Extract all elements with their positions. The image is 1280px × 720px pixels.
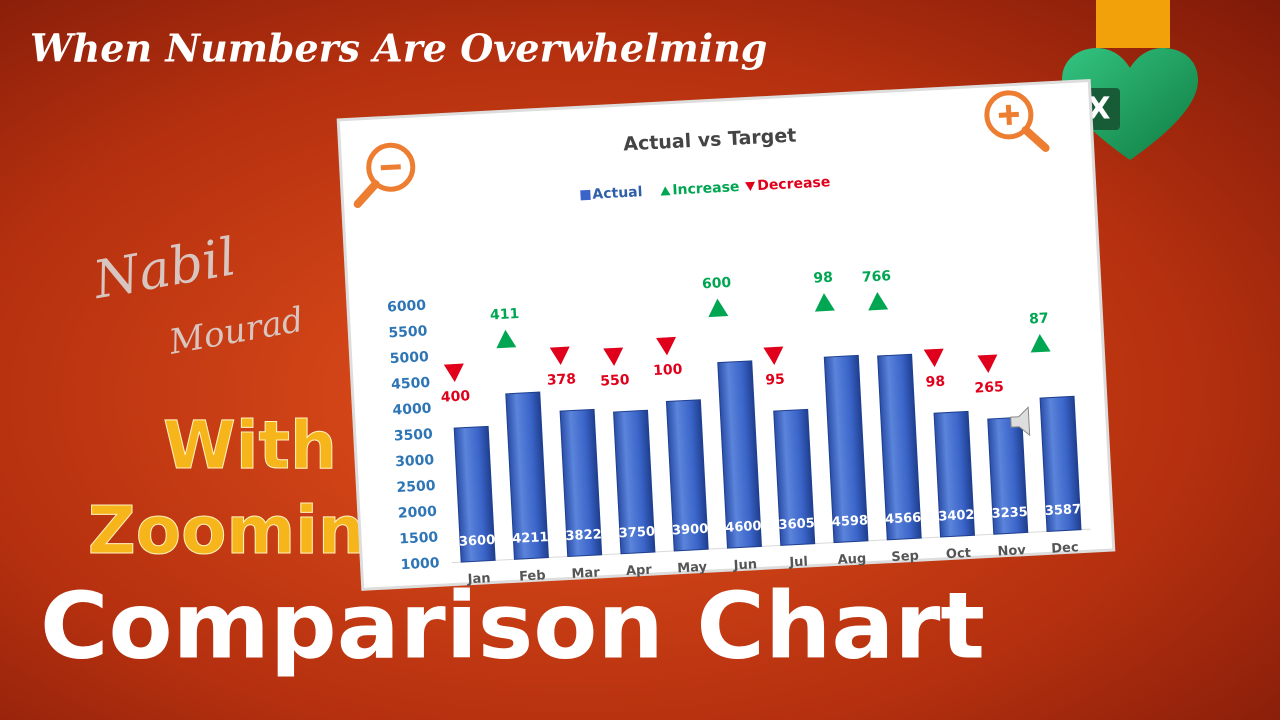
change-label: 265 (974, 379, 1004, 397)
x-tick-label: Nov (997, 543, 1027, 559)
bar-value-label: 3750 (618, 524, 655, 541)
x-tick-label: Feb (519, 568, 546, 584)
bar (823, 354, 869, 544)
y-tick-label: 4500 (391, 375, 431, 393)
bar (453, 425, 496, 563)
bar-value-label: 3235 (991, 505, 1028, 522)
bar (717, 360, 762, 549)
subtitle: With (163, 407, 337, 484)
x-tick-label: Oct (946, 546, 972, 562)
bar-value-label: 3605 (778, 516, 815, 533)
decrease-marker (549, 346, 570, 366)
change-label: 100 (653, 362, 683, 380)
y-tick-label: 5000 (389, 349, 429, 367)
zoom-in[interactable] (984, 90, 1050, 152)
bar-value-label: 4566 (885, 510, 922, 527)
bar (987, 416, 1029, 535)
bar-value-label: 3402 (938, 508, 975, 525)
bar (613, 409, 656, 555)
legend-swatch (660, 186, 671, 196)
x-tick-label: Jan (466, 571, 491, 587)
y-tick-label: 1000 (400, 555, 440, 573)
x-tick-label: Jul (788, 554, 808, 570)
increase-marker (496, 329, 517, 349)
y-tick-label: 2500 (396, 478, 436, 496)
y-tick-label: 3000 (395, 452, 435, 470)
bar (773, 408, 816, 546)
x-axis (451, 528, 1091, 564)
legend-swatch (580, 189, 591, 201)
decrease-marker (763, 346, 784, 366)
x-tick-label: May (677, 560, 708, 577)
change-label: 550 (600, 372, 630, 390)
y-tick-label: 5500 (388, 323, 428, 341)
decrease-marker (443, 363, 464, 383)
legend-label: Decrease (757, 174, 831, 194)
change-label: 98 (813, 270, 833, 287)
change-label: 411 (490, 306, 520, 324)
bar (665, 399, 709, 552)
y-tick-label: 2000 (398, 504, 438, 522)
bar (1039, 395, 1082, 532)
x-tick-label: Dec (1051, 540, 1079, 556)
increase-marker (708, 298, 729, 318)
increase-marker (868, 291, 889, 311)
change-label: 87 (1029, 311, 1049, 328)
chart-card: Actual vs Target 10001500200025003000350… (336, 79, 1116, 591)
zoom-out-handle[interactable] (353, 180, 380, 209)
bar-value-label: 4600 (725, 519, 762, 536)
bar-value-label: 3900 (672, 522, 709, 539)
footer-title: Comparison Chart (40, 572, 985, 679)
legend-label: Actual (592, 184, 643, 203)
bar (877, 353, 922, 541)
speaker-icon (1010, 406, 1031, 437)
x-tick-label: Aug (837, 551, 866, 567)
decrease-marker (923, 348, 944, 368)
change-label: 400 (441, 388, 471, 406)
bar-value-label: 3587 (1045, 502, 1082, 519)
x-tick-label: Mar (571, 565, 600, 581)
bar (559, 408, 603, 558)
change-label: 766 (861, 268, 891, 286)
headline: When Numbers Are Overwhelming (30, 26, 767, 71)
bar-value-label: 3600 (459, 533, 496, 550)
legend-label: Increase (672, 179, 740, 198)
y-tick-label: 6000 (387, 298, 427, 316)
heart (1062, 48, 1198, 160)
bar-value-label: 4211 (512, 530, 549, 547)
y-tick-label: 3500 (393, 426, 433, 444)
change-label: 98 (925, 374, 945, 391)
bar-value-label: 3822 (565, 527, 602, 544)
increase-marker (1030, 334, 1051, 353)
change-label: 600 (702, 275, 732, 293)
y-tick-label: 1500 (399, 529, 439, 547)
legend-swatch (745, 181, 756, 191)
change-label: 378 (546, 371, 576, 389)
decrease-marker (603, 347, 624, 366)
x-tick-label: Jun (732, 557, 757, 573)
x-tick-label: Apr (626, 563, 653, 579)
zoom-in-plus[interactable] (1005, 104, 1012, 125)
decrease-marker (656, 336, 677, 356)
bar (505, 391, 549, 560)
zoom-in-lens[interactable] (984, 90, 1034, 140)
increase-marker (814, 293, 835, 312)
zoom-in-handle[interactable] (1021, 125, 1050, 152)
zoom-out-minus[interactable] (380, 164, 401, 171)
x-tick-label: Sep (891, 549, 919, 565)
change-label: 95 (765, 372, 785, 389)
bookmark (1096, 0, 1170, 48)
logo-letter: X (1087, 92, 1110, 127)
bar-value-label: 4598 (831, 513, 868, 530)
bar (933, 410, 976, 538)
zoom-out[interactable] (353, 142, 416, 209)
zoom-out-lens[interactable] (366, 142, 416, 192)
decrease-marker (977, 354, 998, 373)
y-tick-label: 4000 (392, 401, 432, 419)
